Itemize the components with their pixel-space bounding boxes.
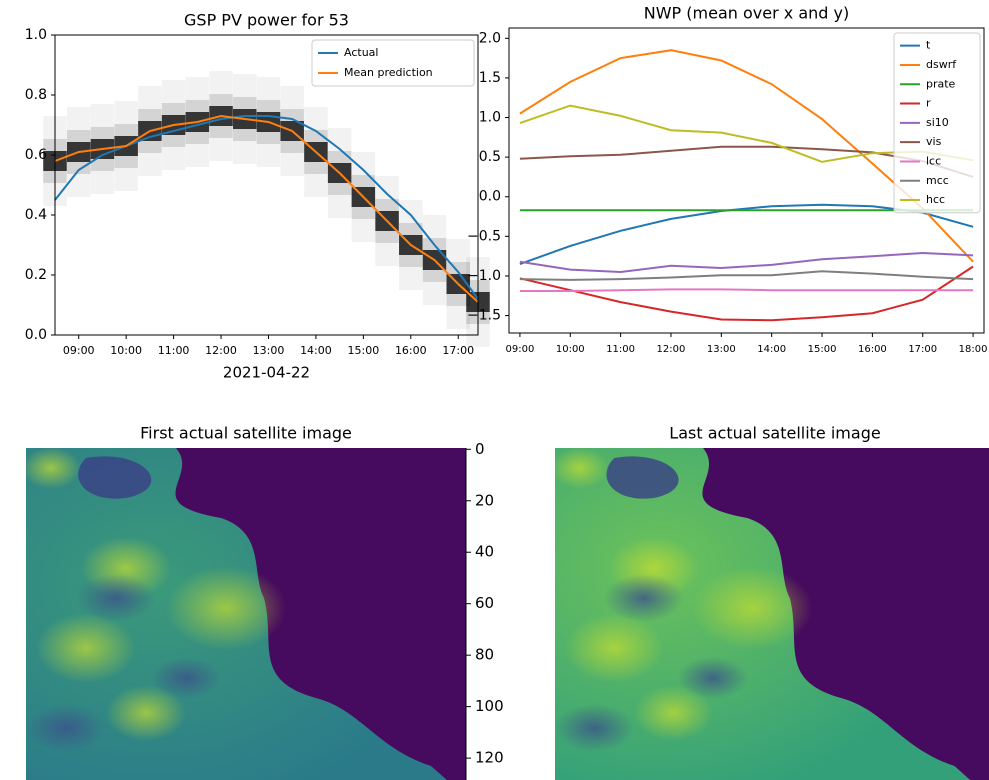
- y-tick-label: 0.8: [25, 87, 47, 103]
- x-axis-label: 2021-04-22: [223, 364, 310, 382]
- y-tick-label: 0.0: [25, 327, 47, 343]
- plot-frame: [54, 34, 479, 336]
- image-bright: [26, 448, 81, 489]
- x-tick-label: 10:00: [110, 344, 142, 357]
- y-tick-label: 2.0: [479, 30, 501, 46]
- series-line: [519, 288, 974, 292]
- plot-frame: [508, 27, 985, 334]
- image-bright: [36, 613, 136, 683]
- y-tick-label: 0.2: [25, 267, 47, 283]
- image-bright: [692, 566, 813, 650]
- series-line: [54, 114, 479, 303]
- x-tick-label: 12:00: [205, 344, 237, 357]
- y-tick-label: 20: [475, 491, 494, 509]
- x-tick-label: 16:00: [395, 344, 427, 357]
- y-tick-label: 0: [475, 440, 485, 458]
- y-tick-label: 100: [475, 697, 504, 715]
- series-line: [519, 251, 974, 274]
- x-tick-label: 09:00: [505, 344, 534, 355]
- x-tick-label: 16:00: [858, 344, 887, 355]
- chart-title: First actual satellite image: [140, 424, 352, 443]
- y-tick-label: 1.5: [479, 70, 501, 86]
- satellite-image: [555, 448, 989, 780]
- legend-label: Actual: [344, 46, 378, 59]
- y-tick-label: 40: [475, 543, 494, 561]
- image-dark: [76, 574, 156, 622]
- image-cloud-gap: [78, 456, 152, 499]
- x-tick-label: 09:00: [63, 344, 95, 357]
- x-tick-label: 15:00: [808, 344, 837, 355]
- image-dark: [603, 574, 684, 622]
- y-tick-label: 60: [475, 594, 494, 612]
- image-cloud-gap: [606, 456, 679, 499]
- legend-label: mcc: [926, 174, 949, 187]
- y-tick-label: −0.5: [467, 228, 501, 244]
- series-line: [519, 270, 974, 281]
- x-tick-label: 14:00: [757, 344, 786, 355]
- image-dark: [677, 657, 748, 699]
- y-tick-label: 0.6: [25, 147, 47, 163]
- legend-label: t: [926, 39, 931, 52]
- x-tick-label: 13:00: [253, 344, 285, 357]
- image-dark: [151, 657, 221, 699]
- x-tick-label: 18:00: [959, 344, 988, 355]
- x-tick-label: 17:00: [442, 344, 474, 357]
- satellite-image: [26, 448, 466, 780]
- chart-title: NWP (mean over x and y): [644, 4, 849, 23]
- y-tick-label: 1.0: [25, 27, 47, 43]
- x-tick-label: 12:00: [657, 344, 686, 355]
- image-dark: [555, 704, 635, 752]
- y-tick-label: 80: [475, 646, 494, 664]
- legend-box: [893, 32, 981, 214]
- image-dark: [26, 704, 106, 752]
- x-tick-label: 15:00: [348, 344, 380, 357]
- legend-label: r: [926, 97, 931, 110]
- y-tick-label: 0.0: [479, 189, 501, 205]
- image-bright: [564, 613, 665, 683]
- legend-box: [311, 39, 475, 87]
- image-bright: [106, 685, 186, 741]
- x-tick-label: 11:00: [606, 344, 635, 355]
- image-bright: [555, 448, 610, 489]
- legend-label: lcc: [926, 154, 941, 167]
- y-tick-label: 0.5: [479, 149, 501, 165]
- y-tick-label: −1.0: [467, 268, 501, 284]
- legend-label: Mean prediction: [344, 66, 433, 79]
- legend-label: dswrf: [926, 58, 957, 71]
- legend-label: si10: [926, 116, 949, 129]
- x-tick-label: 10:00: [556, 344, 585, 355]
- x-tick-label: 13:00: [707, 344, 736, 355]
- y-tick-label: −1.5: [467, 308, 501, 324]
- y-tick-label: 0.4: [25, 207, 47, 223]
- y-tick-label: 120: [475, 749, 504, 767]
- chart-title: Last actual satellite image: [669, 424, 880, 443]
- x-tick-label: 17:00: [908, 344, 937, 355]
- y-tick-label: 1.0: [479, 110, 501, 126]
- series-line: [519, 203, 974, 266]
- legend-label: prate: [926, 77, 956, 90]
- legend-label: hcc: [926, 193, 945, 206]
- legend-label: vis: [926, 135, 942, 148]
- series-line: [519, 265, 974, 322]
- x-tick-label: 11:00: [158, 344, 190, 357]
- image-bright: [633, 685, 714, 741]
- x-tick-label: 14:00: [300, 344, 332, 357]
- chart-title: GSP PV power for 53: [184, 11, 349, 30]
- image-bright: [166, 566, 286, 650]
